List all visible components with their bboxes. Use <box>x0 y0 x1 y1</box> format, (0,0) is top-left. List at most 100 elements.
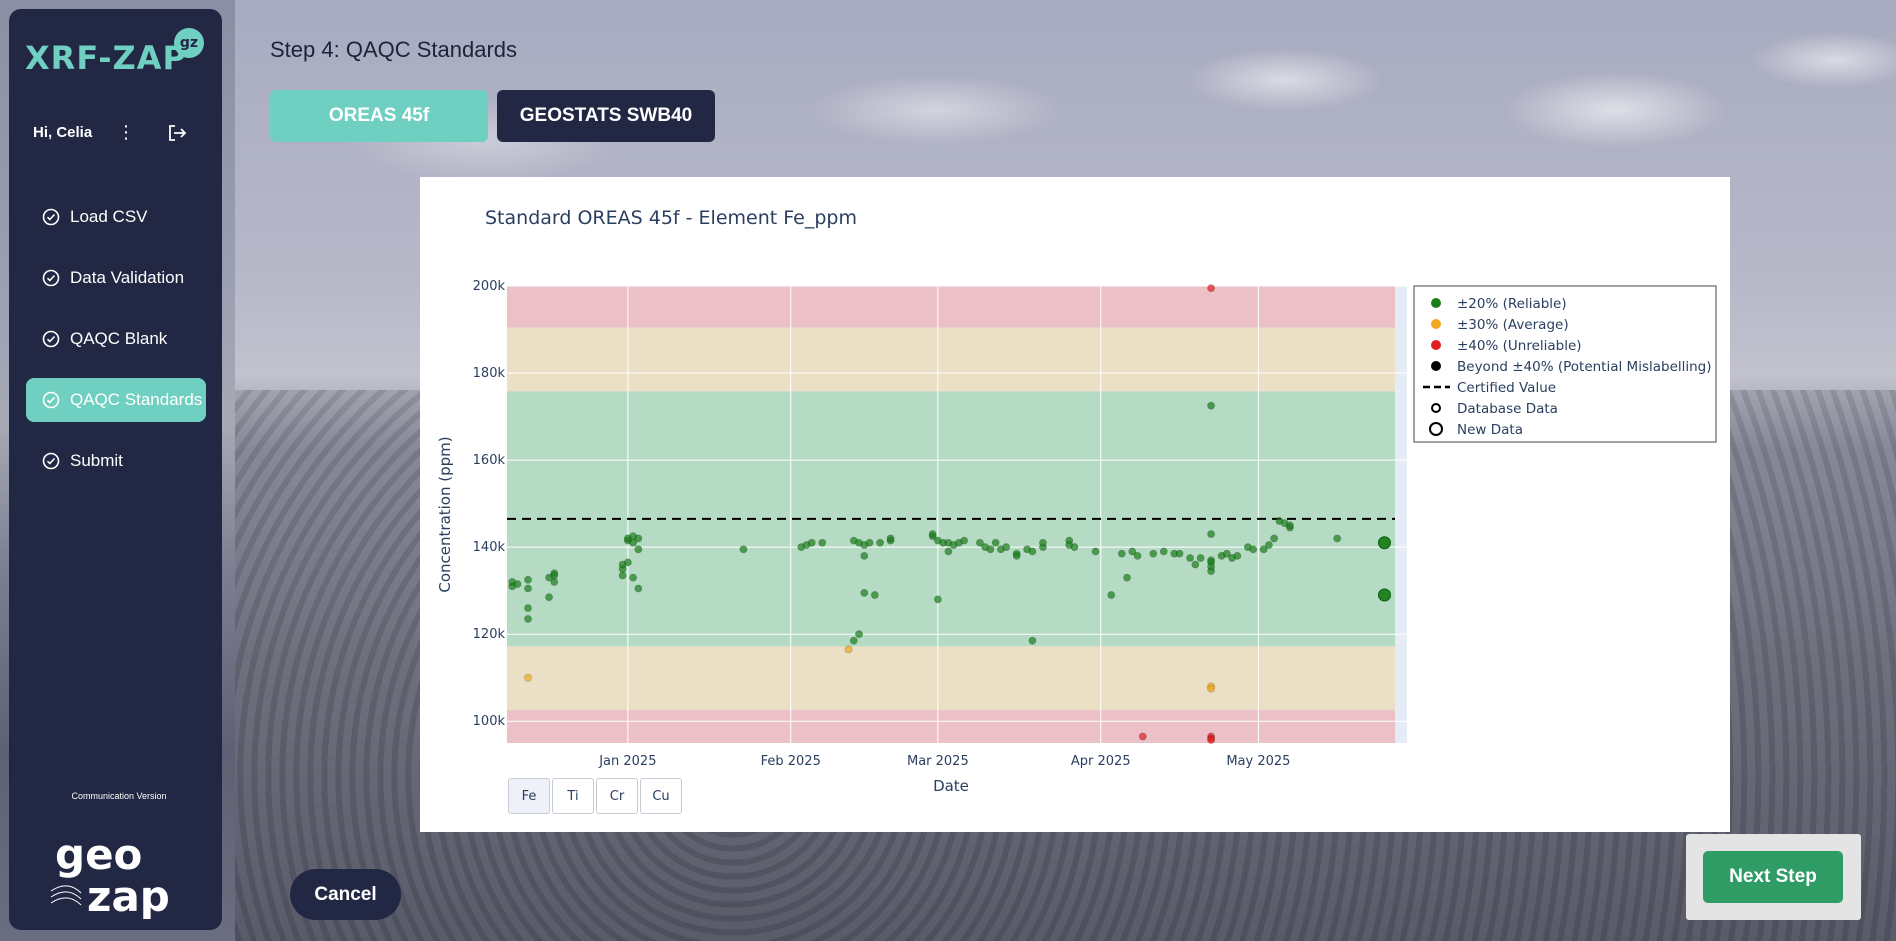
element-selector: Fe Ti Cr Cu <box>508 778 682 814</box>
database-data-point <box>1333 534 1342 543</box>
element-button-cr[interactable]: Cr <box>596 778 638 814</box>
database-data-point <box>623 558 632 567</box>
legend-symbol <box>1431 361 1441 371</box>
sidebar: XRF-ZAP gz Hi, Celia ⋮ Load CSV Data Val… <box>9 9 222 930</box>
database-data-point <box>1091 547 1100 556</box>
database-data-point <box>1207 736 1215 744</box>
legend-label: ±40% (Unreliable) <box>1457 338 1582 354</box>
database-data-point <box>975 538 984 547</box>
brand-logo: XRF-ZAP <box>25 39 187 77</box>
database-data-point <box>849 636 858 645</box>
check-circle-icon <box>42 452 60 470</box>
sidebar-item-load-csv[interactable]: Load CSV <box>26 195 206 239</box>
legend-label: ±20% (Reliable) <box>1457 296 1567 312</box>
database-data-point <box>1070 543 1079 552</box>
database-data-point <box>1233 551 1242 560</box>
more-options-icon[interactable]: ⋮ <box>117 122 135 142</box>
next-step-container: Next Step <box>1686 834 1861 920</box>
brand-badge: gz <box>174 28 204 58</box>
database-data-point <box>545 593 553 602</box>
svg-text:zap: zap <box>87 872 170 919</box>
tab-oreas-45f[interactable]: OREAS 45f <box>270 90 488 142</box>
check-circle-icon <box>42 391 60 409</box>
database-data-point <box>1175 549 1184 558</box>
database-data-point <box>1249 545 1258 554</box>
database-data-point <box>865 538 874 547</box>
database-data-point <box>634 584 643 593</box>
database-data-point <box>524 604 532 612</box>
legend-symbol <box>1429 422 1443 436</box>
legend-label: Certified Value <box>1457 380 1556 396</box>
database-data-point <box>1207 530 1215 538</box>
database-data-point <box>944 547 953 556</box>
database-data-point <box>1028 547 1037 556</box>
database-data-point <box>550 571 559 580</box>
band-average-upper <box>507 327 1395 392</box>
database-data-point <box>629 538 638 547</box>
x-tick-label: Jan 2025 <box>598 754 656 769</box>
database-data-point <box>1117 549 1126 558</box>
database-data-point <box>550 578 559 586</box>
communication-version-label: Communication Version <box>71 791 167 801</box>
element-button-cu[interactable]: Cu <box>640 778 682 814</box>
database-data-point <box>618 571 627 580</box>
legend-box <box>1413 285 1717 443</box>
y-tick-label: 120k <box>473 627 506 642</box>
x-axis-label: Date <box>933 777 969 795</box>
check-circle-icon <box>42 269 60 287</box>
database-data-point <box>960 536 969 545</box>
database-data-point <box>513 580 522 589</box>
legend-label: ±30% (Average) <box>1457 317 1569 333</box>
x-tick-label: May 2025 <box>1226 754 1290 769</box>
sidebar-item-label: Load CSV <box>70 207 148 226</box>
x-tick-label: Feb 2025 <box>761 754 821 769</box>
database-data-point <box>629 573 638 582</box>
legend-symbol <box>1431 298 1441 308</box>
y-tick-label: 140k <box>473 540 506 555</box>
database-data-point <box>524 575 532 584</box>
chart-panel: 100k 120k 140k 160k 180k 200k Jan 2025 Feb 2025… <box>420 177 1730 832</box>
legend-label: Beyond ±40% (Potential Mislabelling) <box>1457 359 1712 375</box>
new-data-point <box>1377 588 1391 602</box>
database-data-point <box>1133 551 1142 560</box>
legend-symbol <box>1431 403 1441 413</box>
database-data-point <box>524 673 532 682</box>
y-tick-label: 180k <box>473 366 506 381</box>
element-button-fe[interactable]: Fe <box>508 778 550 814</box>
database-data-point <box>886 534 895 543</box>
database-data-point <box>1207 567 1215 575</box>
geozap-logo: geo zap <box>50 830 170 919</box>
sidebar-item-qaqc-standards[interactable]: QAQC Standards <box>26 378 206 422</box>
database-data-point <box>876 538 884 547</box>
sidebar-item-label: QAQC Blank <box>70 329 168 348</box>
sidebar-nav: Load CSV Data Validation QAQC Blank QAQC… <box>26 195 206 500</box>
database-data-point <box>1123 573 1131 582</box>
sidebar-item-data-validation[interactable]: Data Validation <box>26 256 206 300</box>
database-data-point <box>1107 591 1116 599</box>
next-step-button[interactable]: Next Step <box>1703 851 1843 903</box>
sidebar-item-submit[interactable]: Submit <box>26 439 206 483</box>
database-data-point <box>1264 541 1273 549</box>
database-data-point <box>818 538 827 547</box>
user-row: Hi, Celia ⋮ <box>33 122 203 144</box>
database-data-point <box>1270 534 1279 543</box>
database-data-point <box>524 615 532 623</box>
database-data-point <box>807 538 816 547</box>
database-data-point <box>1012 551 1021 560</box>
sidebar-item-label: QAQC Standards <box>70 390 203 409</box>
y-tick-label: 100k <box>473 714 506 729</box>
new-data-point <box>1377 536 1391 550</box>
element-button-ti[interactable]: Ti <box>552 778 594 814</box>
y-tick-label: 200k <box>473 279 506 294</box>
database-data-point <box>634 545 643 554</box>
legend-label: New Data <box>1457 422 1523 438</box>
database-data-point <box>634 534 643 543</box>
cancel-button[interactable]: Cancel <box>290 869 401 920</box>
database-data-point <box>1207 401 1215 410</box>
legend-symbol <box>1431 340 1441 350</box>
logout-icon[interactable] <box>167 124 187 142</box>
tab-geostats-swb40[interactable]: GEOSTATS SWB40 <box>497 90 715 142</box>
database-data-point <box>1149 549 1158 558</box>
database-data-point <box>1196 554 1205 562</box>
sidebar-item-qaqc-blank[interactable]: QAQC Blank <box>26 317 206 361</box>
